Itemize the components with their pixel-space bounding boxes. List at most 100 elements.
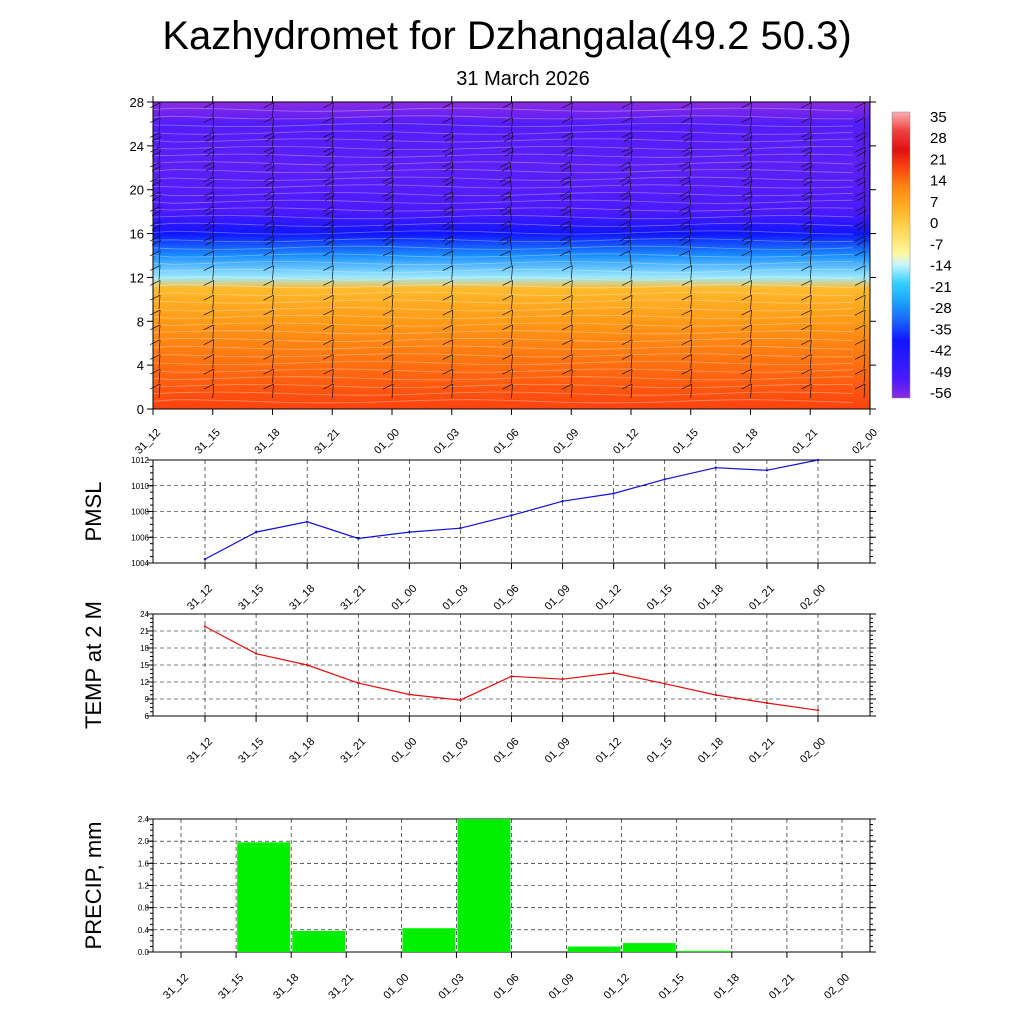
wind-barb-flag: [621, 180, 631, 187]
wind-barb-flag: [151, 224, 162, 231]
wind-barb-flag: [265, 136, 275, 142]
contour-line: [152, 291, 853, 296]
wind-barb-flag: [501, 165, 512, 172]
wind-barb: [323, 354, 334, 369]
wind-barb-flag: [499, 191, 511, 197]
wind-barb-flag: [382, 324, 394, 331]
wind-barb: [382, 102, 394, 117]
wind-barb: [679, 220, 692, 236]
wind-barb-flag: [151, 195, 162, 201]
wind-barb-staff: [272, 354, 274, 369]
wind-barb-staff: [158, 221, 161, 236]
wind-barb-staff: [750, 191, 752, 206]
colorbar-label: -35: [930, 321, 952, 338]
wind-barb-staff: [158, 206, 161, 221]
wind-barb: [149, 206, 162, 221]
wind-barb-staff: [391, 250, 394, 265]
wind-barb-staff: [158, 235, 161, 251]
wind-barb: [621, 265, 633, 280]
wind-barb: [442, 191, 454, 206]
wind-barb: [621, 132, 634, 147]
wind-barb-staff: [212, 354, 215, 369]
wind-barb-flag: [501, 210, 512, 216]
wind-barb-staff: [689, 176, 692, 191]
wind-barb-flag: [679, 250, 690, 257]
wind-barb-staff: [391, 191, 394, 206]
colorbar-label: -7: [930, 236, 943, 253]
wind-barb-staff: [809, 250, 812, 265]
wind-barb-flag: [681, 165, 691, 172]
wind-barb-staff: [511, 147, 513, 162]
wind-barb-flag: [681, 324, 692, 331]
wind-barb-flag: [856, 195, 867, 201]
x-tick-label: 31_15: [193, 427, 223, 457]
wind-barb-flag: [621, 102, 633, 109]
wind-barb: [854, 206, 867, 221]
wind-barb: [562, 309, 573, 325]
wind-barb: [323, 324, 334, 339]
wind-barb-flag: [502, 368, 513, 375]
wind-barb: [203, 146, 215, 162]
wind-barb-flag: [562, 339, 573, 345]
wind-barb-staff: [750, 265, 752, 280]
wind-barb-flag: [743, 224, 753, 231]
wind-barb: [442, 132, 454, 147]
wind-barb: [149, 354, 161, 369]
wind-barb-staff: [331, 250, 334, 265]
wind-barb-flag: [263, 294, 274, 301]
wind-barb-flag: [205, 136, 215, 142]
wind-barb: [203, 324, 215, 339]
wind-barb: [801, 220, 813, 236]
contour-line: [153, 268, 854, 273]
wind-barb-flag: [263, 191, 274, 197]
temp2m-point: [408, 693, 411, 696]
wind-barb-flag: [384, 195, 395, 201]
wind-barb-staff: [331, 117, 334, 132]
wind-barb-flag: [323, 324, 334, 331]
wind-barb-staff: [689, 235, 692, 251]
wind-barb: [854, 339, 866, 354]
wind-barb: [801, 354, 812, 369]
wind-barb-flag: [323, 220, 334, 227]
temp2m-series-line: [204, 625, 819, 711]
wind-barb-staff: [272, 280, 274, 295]
wind-barb-staff: [331, 191, 334, 206]
wind-barb-staff: [809, 339, 812, 354]
pmsl-panel: 1004 1006 1008 1010 1012 31_12 31_15 31_18 31_21…: [81, 456, 876, 613]
wind-barb-flag: [559, 176, 571, 183]
wind-barb-staff: [511, 295, 513, 310]
wind-barb-staff: [630, 117, 633, 132]
wind-barb-staff: [509, 206, 512, 221]
wind-barb: [502, 368, 513, 384]
wind-barb-flag: [323, 368, 334, 375]
wind-barb-flag: [854, 324, 866, 331]
wind-barb-flag: [562, 383, 573, 390]
x-tick-label: 01_15: [657, 972, 687, 1002]
wind-barb: [382, 383, 394, 399]
wind-barb-flag: [854, 117, 866, 123]
wind-barb-flag: [501, 180, 512, 187]
wind-barb: [801, 383, 812, 399]
wind-barb-flag: [382, 176, 394, 183]
wind-barb-flag: [203, 250, 214, 257]
wind-barb: [382, 324, 394, 339]
contour-line: [152, 253, 854, 258]
wind-barb: [741, 324, 752, 339]
wind-barb-staff: [863, 339, 866, 354]
colorbar-label: -14: [930, 258, 952, 275]
wind-barb-flag: [442, 354, 453, 360]
wind-barb: [382, 250, 394, 265]
contour-line: [152, 115, 853, 120]
wind-barb-staff: [689, 206, 692, 221]
wind-barb: [854, 383, 866, 399]
wind-barb-flag: [801, 324, 812, 331]
wind-barb-flag: [263, 309, 274, 316]
wind-barb-flag: [741, 383, 752, 390]
wind-barb: [499, 191, 512, 206]
wind-barb: [442, 250, 454, 265]
y-tick-label: 9: [145, 695, 150, 704]
wind-barb-flag: [444, 136, 454, 142]
wind-barb-flag: [203, 176, 214, 183]
wind-barb: [499, 206, 512, 221]
wind-barb-staff: [570, 132, 573, 147]
